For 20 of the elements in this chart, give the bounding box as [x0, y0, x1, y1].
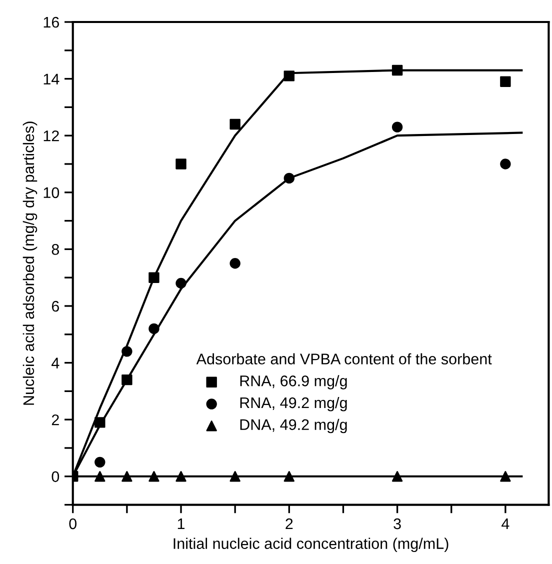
legend-title: Adsorbate and VPBA content of the sorbent [196, 353, 492, 364]
x-tick-label: 3 [394, 518, 401, 530]
y-tick-label: 16 [44, 16, 59, 28]
y-axis-title: Nucleic acid adsorbed (mg/g dry particles) [22, 122, 38, 405]
y-tick-label: 10 [44, 187, 60, 198]
y-tick-label: 4 [52, 358, 60, 368]
y-tick-label: 12 [44, 130, 59, 142]
x-axis-title: Initial nucleic acid concentration (mg/mL) [174, 538, 448, 552]
legend-label: RNA, 49.2 mg/g [240, 396, 347, 412]
x-tick-label: 2 [286, 518, 293, 530]
y-tick-label: 0 [52, 471, 60, 482]
y-tick-label: 8 [52, 244, 60, 255]
y-tick-label: 14 [44, 74, 60, 84]
y-tick-label: 2 [52, 414, 59, 426]
legend-label: DNA, 49.2 mg/g [240, 418, 347, 434]
x-tick-label: 1 [178, 518, 185, 530]
legend-label: RNA, 66.9 mg/g [240, 375, 347, 390]
x-tick-label: 4 [502, 518, 510, 530]
x-tick-label: 0 [69, 518, 77, 530]
y-tick-label: 6 [52, 300, 59, 312]
